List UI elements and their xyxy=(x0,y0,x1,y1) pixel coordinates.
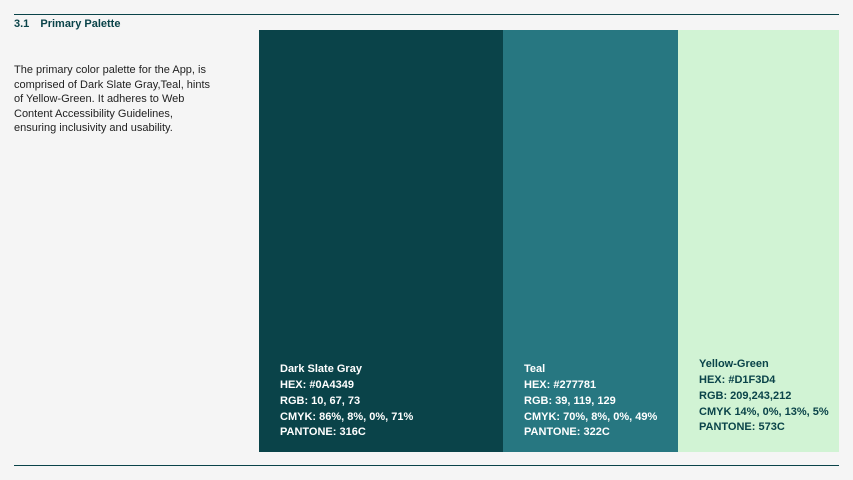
swatch-cmyk: CMYK 14%, 0%, 13%, 5% xyxy=(699,405,829,418)
top-divider xyxy=(14,14,839,15)
swatch-pantone: PANTONE: 322C xyxy=(524,426,610,439)
swatch-pantone: PANTONE: 573C xyxy=(699,421,785,434)
swatch-yellow-green: Yellow-Green HEX: #D1F3D4 RGB: 209,243,2… xyxy=(678,30,839,452)
swatch-pantone: PANTONE: 316C xyxy=(280,426,366,439)
swatch-specs: Yellow-Green HEX: #D1F3D4 RGB: 209,243,2… xyxy=(699,357,829,436)
swatch-dark-slate-gray: Dark Slate Gray HEX: #0A4349 RGB: 10, 67… xyxy=(259,30,503,452)
section-heading: 3.1 Primary Palette xyxy=(14,18,120,30)
swatch-specs: Dark Slate Gray HEX: #0A4349 RGB: 10, 67… xyxy=(280,362,413,441)
swatch-rgb: RGB: 209,243,212 xyxy=(699,389,792,402)
swatch-name: Teal xyxy=(524,363,546,376)
swatch-rgb: RGB: 39, 119, 129 xyxy=(524,394,616,407)
swatch-name: Dark Slate Gray xyxy=(280,363,362,376)
bottom-divider xyxy=(14,465,839,466)
swatch-rgb: RGB: 10, 67, 73 xyxy=(280,394,361,407)
section-title: Primary Palette xyxy=(40,18,121,30)
swatch-cmyk: CMYK: 86%, 8%, 0%, 71% xyxy=(280,410,414,423)
swatch-specs: Teal HEX: #277781 RGB: 39, 119, 129 CMYK… xyxy=(524,362,657,441)
swatch-hex: HEX: #0A4349 xyxy=(280,379,354,392)
swatch-cmyk: CMYK: 70%, 8%, 0%, 49% xyxy=(524,410,658,423)
swatch-name: Yellow-Green xyxy=(699,358,769,371)
swatch-hex: HEX: #277781 xyxy=(524,379,597,392)
swatch-hex: HEX: #D1F3D4 xyxy=(699,374,776,387)
section-number: 3.1 xyxy=(14,18,30,30)
swatch-teal: Teal HEX: #277781 RGB: 39, 119, 129 CMYK… xyxy=(503,30,678,452)
palette-description: The primary color palette for the App, i… xyxy=(14,64,211,135)
